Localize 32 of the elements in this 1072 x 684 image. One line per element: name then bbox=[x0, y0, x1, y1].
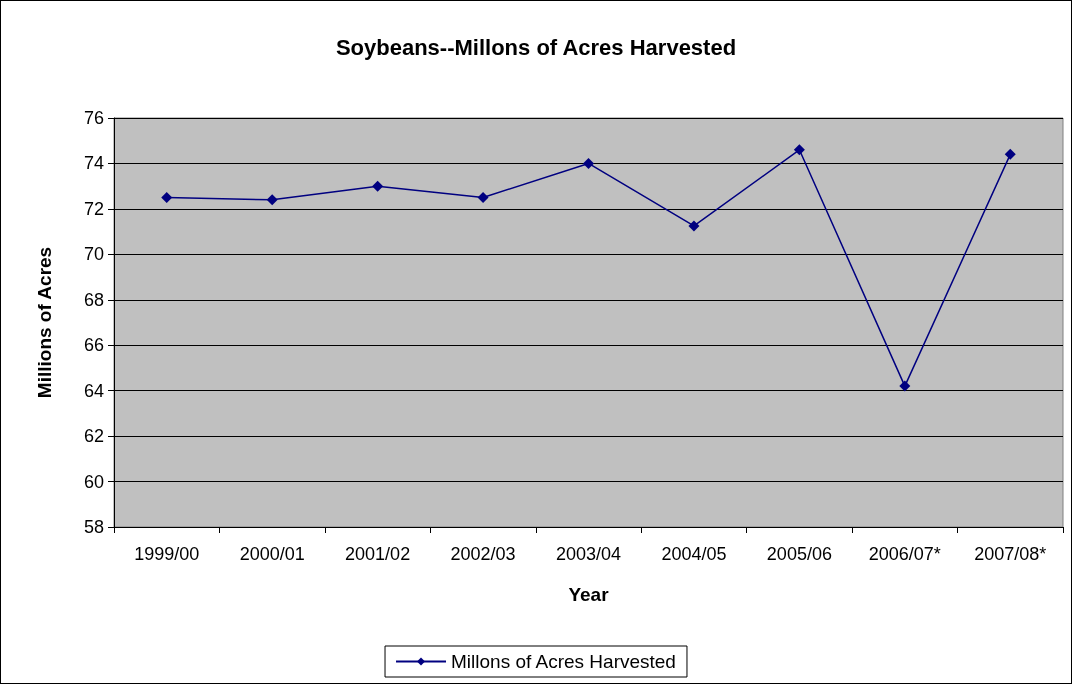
y-tick-label: 70 bbox=[83, 244, 104, 265]
x-tick-label: 2002/03 bbox=[450, 544, 516, 564]
x-tick-label: 2003/04 bbox=[555, 544, 622, 564]
point bbox=[583, 157, 594, 169]
point bbox=[161, 192, 173, 204]
y-tick-label: 66 bbox=[83, 335, 104, 356]
y-tick-label: 76 bbox=[83, 108, 104, 128]
point bbox=[688, 220, 700, 232]
y-tick-label: 74 bbox=[83, 153, 104, 174]
y-axis-title: Millions of Acres bbox=[34, 246, 55, 399]
y-tick-label: 58 bbox=[83, 517, 104, 537]
point bbox=[899, 380, 911, 392]
x-tick-label: 2001/02 bbox=[345, 544, 411, 564]
x-axis-title: Year bbox=[568, 584, 610, 605]
point bbox=[793, 144, 805, 156]
y-tick-label: 60 bbox=[83, 471, 104, 492]
x-tick-label: 2000/01 bbox=[239, 544, 305, 564]
point bbox=[1004, 148, 1016, 160]
y-tick-label: 64 bbox=[83, 380, 104, 401]
chart-title: Soybeans--Millons of Acres Harvested bbox=[335, 34, 737, 60]
x-tick-label: 2005/06 bbox=[766, 544, 832, 564]
legend-label: Millons of Acres Harvested bbox=[451, 651, 676, 672]
x-tick-label: 2004/05 bbox=[661, 544, 727, 564]
point bbox=[372, 180, 384, 192]
x-tick-label: 2007/08* bbox=[974, 544, 1047, 564]
y-tick-label: 68 bbox=[83, 289, 104, 310]
x-tick-label: 2006/07* bbox=[868, 544, 941, 564]
x-tick-label: 1999/00 bbox=[134, 544, 200, 564]
y-tick-label: 62 bbox=[83, 426, 104, 447]
point bbox=[266, 194, 278, 206]
y-tick-label: 72 bbox=[83, 198, 104, 219]
point bbox=[477, 192, 489, 204]
